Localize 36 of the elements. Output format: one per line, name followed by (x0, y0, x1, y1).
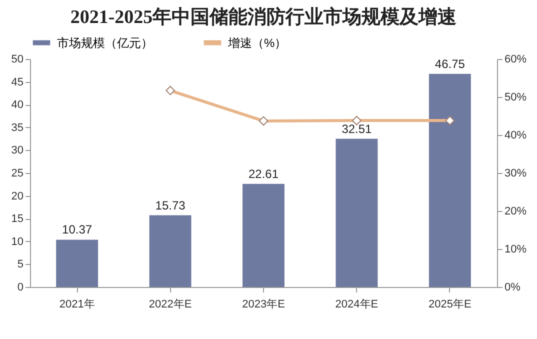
bar (149, 215, 192, 287)
x-tick-label: 2021年 (59, 298, 95, 310)
y-tick-label: 15 (11, 213, 24, 226)
x-tick-label: 2025年E (428, 298, 472, 310)
x-tick-label: 2023年E (242, 298, 285, 310)
data-label: 15.73 (155, 198, 186, 212)
y-tick-label: 45 (11, 76, 24, 88)
data-label: 32.51 (342, 122, 372, 136)
x-tick-label: 2024年E (335, 298, 378, 310)
x-tick-label: 2022年E (148, 298, 192, 310)
chart-title: 2021-2025年中国储能消防行业市场规模及增速 (70, 6, 457, 28)
y2-tick-label: 20% (504, 206, 527, 218)
y-tick-label: 40 (11, 99, 24, 112)
data-label: 10.37 (62, 222, 92, 237)
y-tick-label: 5 (17, 258, 24, 271)
y-tick-label: 30 (11, 144, 24, 157)
data-label: 46.75 (434, 56, 466, 71)
y-tick-label: 25 (11, 168, 24, 180)
y-tick-label: 35 (11, 122, 24, 134)
bar (56, 240, 98, 287)
y2-tick-label: 0% (504, 282, 521, 294)
y2-tick-label: 60% (504, 54, 527, 66)
legend-label: 增速（%） (227, 36, 287, 50)
y-tick-label: 20 (11, 190, 24, 202)
bar (336, 138, 378, 287)
y-tick-label: 10 (11, 236, 24, 248)
y-tick-label: 50 (11, 54, 24, 66)
bar (428, 74, 471, 287)
y2-tick-label: 50% (504, 92, 527, 104)
data-label: 22.61 (248, 166, 279, 181)
legend-label: 市场规模（亿元） (57, 36, 153, 50)
bar (242, 184, 284, 287)
y2-tick-label: 30% (504, 168, 527, 180)
y2-tick-label: 40% (504, 130, 527, 142)
y-tick-label: 0 (17, 282, 24, 294)
y2-tick-label: 10% (504, 244, 527, 256)
